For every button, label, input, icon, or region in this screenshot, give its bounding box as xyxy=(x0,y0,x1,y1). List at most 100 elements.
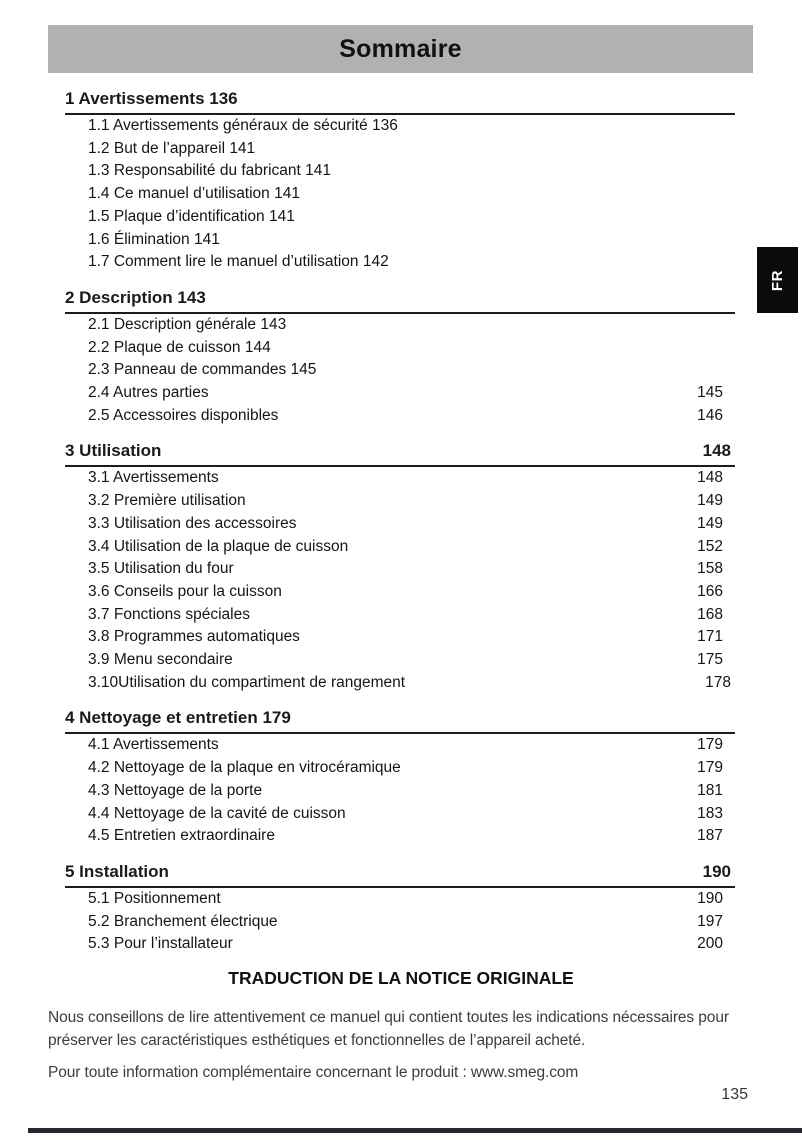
toc-entry-label: 3.5 Utilisation du four xyxy=(88,560,234,578)
toc-section-3: 3 Utilisation 148 3.1 Avertissements 148 3.2… xyxy=(65,439,735,694)
toc-entry-label: 4.4 Nettoyage de la cavité de cuisson xyxy=(88,804,346,822)
footer-heading: TRADUCTION DE LA NOTICE ORIGINALE xyxy=(228,968,574,988)
toc-entry: 1.1 Avertissements généraux de sécurité … xyxy=(65,115,735,138)
toc-entry-page: 181 xyxy=(697,781,723,799)
toc-entry: 4.3 Nettoyage de la porte 181 xyxy=(65,780,735,803)
toc-entry: 1.2 But de l’appareil 141 xyxy=(65,138,735,161)
toc-entry-label: 1.1 Avertissements généraux de sécurité … xyxy=(88,117,398,134)
toc-entry-page: 149 xyxy=(697,492,723,510)
toc-section-heading: 5 Installation 190 xyxy=(65,860,735,888)
toc-entry: 3.4 Utilisation de la plaque de cuisson 1… xyxy=(65,536,735,559)
toc-entry-label: 5.2 Branchement électrique xyxy=(88,912,278,930)
toc-entry: 5.1 Positionnement 190 xyxy=(65,888,735,911)
toc-entry: 2.2 Plaque de cuisson 144 xyxy=(65,337,735,360)
toc-entry-page: 168 xyxy=(697,605,723,623)
toc-entry: 3.9 Menu secondaire 175 xyxy=(65,649,735,672)
toc-entry: 4.4 Nettoyage de la cavité de cuisson 183 xyxy=(65,803,735,826)
toc-entry: 3.1 Avertissements 148 xyxy=(65,467,735,490)
toc-entry-page: 175 xyxy=(697,651,723,669)
toc-entry-label: 1.4 Ce manuel d’utilisation 141 xyxy=(88,185,300,203)
toc-entry: 3.10Utilisation du compartiment de range… xyxy=(65,672,735,695)
toc-entry-label: 1.3 Responsabilité du fabricant 141 xyxy=(88,162,331,180)
toc-entry: 1.4 Ce manuel d’utilisation 141 xyxy=(65,183,735,206)
toc-section-2: 2 Description 143 2.1 Description général… xyxy=(65,286,735,428)
toc-section-heading: 4 Nettoyage et entretien 179 xyxy=(65,706,735,735)
toc-entry-label: 4.1 Avertissements xyxy=(88,736,219,754)
toc-entry-label: 3.4 Utilisation de la plaque de cuisson xyxy=(88,537,349,555)
table-of-contents: 1 Avertissements 136 1.1 Avertissements g… xyxy=(65,87,735,956)
toc-section-heading: 3 Utilisation 148 xyxy=(65,439,735,468)
toc-entry-label: 3.9 Menu secondaire xyxy=(88,651,233,669)
toc-entry-page: 178 xyxy=(705,673,731,691)
toc-entry: 3.3 Utilisation des accessoires 149 xyxy=(65,513,735,536)
toc-entry-page: 179 xyxy=(697,736,723,754)
toc-entry: 4.1 Avertissements 179 xyxy=(65,734,735,757)
toc-entry-page: 149 xyxy=(697,514,723,532)
toc-entry: 3.2 Première utilisation 149 xyxy=(65,490,735,513)
toc-entry-label: 2.5 Accessoires disponibles xyxy=(88,406,279,424)
toc-entry-label: 1.2 But de l’appareil 141 xyxy=(88,139,256,157)
toc-entry: 3.8 Programmes automatiques 171 xyxy=(65,626,735,649)
page-number: 135 xyxy=(721,1086,748,1103)
toc-heading-label: 3 Utilisation xyxy=(65,441,162,461)
toc-entry-label: 2.1 Description générale 143 xyxy=(88,315,287,333)
footer-block: TRADUCTION DE LA NOTICE ORIGINALE Nous c… xyxy=(48,968,754,1084)
toc-entry-label: 3.3 Utilisation des accessoires xyxy=(88,514,297,532)
page-title-band: Sommaire xyxy=(48,25,753,73)
toc-entry-label: 4.5 Entretien extraordinaire xyxy=(88,827,275,845)
toc-entry-page: 187 xyxy=(697,827,723,845)
toc-entry-page: 171 xyxy=(697,628,723,646)
toc-entry: 5.3 Pour l’installateur 200 xyxy=(65,933,735,956)
toc-entry-label: 4.2 Nettoyage de la plaque en vitrocéram… xyxy=(88,759,401,777)
toc-entry-page: 146 xyxy=(697,406,723,424)
toc-section-heading: 2 Description 143 xyxy=(65,286,735,314)
toc-entry-page: 183 xyxy=(697,804,723,822)
toc-entry-label: 5.1 Positionnement xyxy=(88,889,221,907)
toc-entry-page: 179 xyxy=(697,759,723,777)
toc-entry: 3.6 Conseils pour la cuisson 166 xyxy=(65,581,735,604)
toc-heading-label: 5 Installation xyxy=(65,861,169,881)
toc-entry-label: 3.2 Première utilisation xyxy=(88,492,246,510)
page-title: Sommaire xyxy=(339,34,462,63)
toc-entry-label: 3.6 Conseils pour la cuisson xyxy=(88,582,282,600)
toc-entry-page: 190 xyxy=(697,889,723,907)
toc-entry: 1.6 Élimination 141 xyxy=(65,229,735,252)
toc-entry: 2.5 Accessoires disponibles 146 xyxy=(65,405,735,428)
toc-entry: 1.5 Plaque d’identification 141 xyxy=(65,206,735,229)
toc-heading-label: 4 Nettoyage et entretien 179 xyxy=(65,708,291,728)
bottom-bar xyxy=(28,1128,802,1133)
toc-section-1: 1 Avertissements 136 1.1 Avertissements g… xyxy=(65,87,735,274)
toc-entry: 2.3 Panneau de commandes 145 xyxy=(65,359,735,382)
language-tab-label: FR xyxy=(768,269,786,291)
toc-entry-label: 3.10Utilisation du compartiment de range… xyxy=(88,673,406,691)
footer-paragraph-1: Nous conseillons de lire attentivement c… xyxy=(48,1009,729,1049)
toc-entry: 1.7 Comment lire le manuel d’utilisation… xyxy=(65,251,735,274)
toc-entry-label: 2.2 Plaque de cuisson 144 xyxy=(88,338,271,356)
toc-entry-label: 2.3 Panneau de commandes 145 xyxy=(88,361,317,379)
toc-entry-label: 3.1 Avertissements xyxy=(88,469,219,487)
toc-entry-label: 3.7 Fonctions spéciales xyxy=(88,605,250,623)
toc-entry-label: 5.3 Pour l’installateur xyxy=(88,935,233,953)
toc-entry-page: 166 xyxy=(697,582,723,600)
language-tab: FR xyxy=(757,247,798,313)
toc-entry-page: 200 xyxy=(697,935,723,953)
toc-entry-page: 197 xyxy=(697,912,723,930)
toc-entry-page: 148 xyxy=(697,469,723,487)
toc-entry-label: 2.4 Autres parties xyxy=(88,384,209,402)
toc-entry-page: 145 xyxy=(697,384,723,402)
toc-section-5: 5 Installation 190 5.1 Positionnement 190 5.… xyxy=(65,860,735,956)
toc-heading-page: 190 xyxy=(702,861,731,881)
toc-entry-label: 1.5 Plaque d’identification 141 xyxy=(88,207,295,225)
toc-entry-label: 1.7 Comment lire le manuel d’utilisation… xyxy=(88,253,389,271)
toc-section-4: 4 Nettoyage et entretien 179 4.1 Avertiss… xyxy=(65,706,735,848)
toc-entry: 3.7 Fonctions spéciales 168 xyxy=(65,604,735,627)
toc-entry: 1.3 Responsabilité du fabricant 141 xyxy=(65,160,735,183)
toc-entry: 4.2 Nettoyage de la plaque en vitrocéram… xyxy=(65,757,735,780)
toc-entry: 4.5 Entretien extraordinaire 187 xyxy=(65,825,735,848)
toc-heading-page: 148 xyxy=(702,441,731,461)
toc-entry: 2.1 Description générale 143 xyxy=(65,314,735,337)
toc-heading-label: 1 Avertissements 136 xyxy=(65,89,238,108)
toc-entry: 2.4 Autres parties 145 xyxy=(65,382,735,405)
toc-entry: 5.2 Branchement électrique 197 xyxy=(65,911,735,934)
